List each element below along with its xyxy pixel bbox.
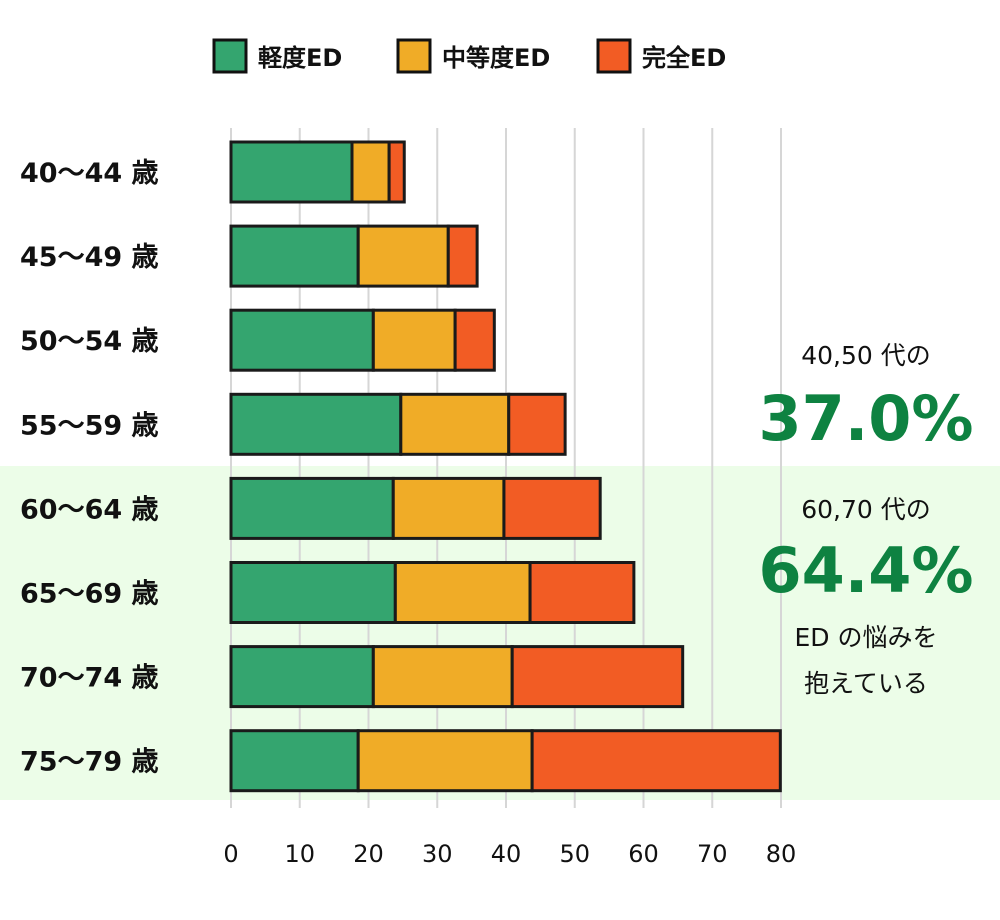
x-tick-label: 60	[628, 840, 659, 868]
x-tick-label: 30	[422, 840, 453, 868]
bar-segment-moderate	[391, 476, 506, 540]
bar-segment-mild	[229, 561, 397, 624]
bar-segment-moderate	[350, 140, 391, 204]
annotation-40-50-value: 37.0%	[758, 382, 973, 455]
category-label: 50〜54 歳	[20, 326, 159, 357]
bar-segment-complete	[507, 392, 567, 456]
bar-segment-moderate	[399, 392, 511, 456]
bar-segment-complete	[530, 729, 782, 793]
bar-segment-complete	[510, 645, 685, 709]
bar-segment-moderate	[356, 729, 534, 793]
bar-segment-mild	[229, 645, 375, 709]
category-label: 45〜49 歳	[20, 242, 159, 273]
x-tick-label: 50	[559, 840, 590, 868]
legend-swatch-complete	[596, 38, 632, 74]
x-tick-label: 80	[766, 840, 797, 868]
x-tick-label: 70	[697, 840, 728, 868]
annotation-note-line2: 抱えている	[804, 669, 928, 698]
bar-segment-moderate	[356, 224, 450, 288]
category-label: 55〜59 歳	[20, 410, 159, 441]
legend-label-moderate: 中等度ED	[442, 44, 550, 72]
category-label: 40〜44 歳	[20, 158, 159, 189]
bar-segment-complete	[387, 140, 406, 204]
legend-swatch-moderate	[396, 38, 432, 74]
bar-segment-mild	[229, 308, 375, 372]
annotation-40-50-label: 40,50 代の	[801, 341, 931, 370]
category-label: 60〜64 歳	[20, 494, 159, 525]
legend-swatch-mild	[212, 38, 248, 74]
x-tick-label: 10	[284, 840, 315, 868]
category-label: 70〜74 歳	[20, 663, 159, 694]
bar-segment-mild	[229, 224, 360, 288]
bar-segment-moderate	[371, 308, 457, 372]
category-label: 65〜69 歳	[20, 579, 159, 610]
annotation-60-70-value: 64.4%	[758, 534, 973, 607]
bar-segment-moderate	[393, 561, 532, 624]
bar-segment-complete	[446, 224, 479, 288]
bar-segment-mild	[229, 476, 395, 540]
legend-label-complete: 完全ED	[642, 44, 726, 72]
annotation-60-70-label: 60,70 代の	[801, 495, 931, 524]
bar-segment-moderate	[371, 645, 514, 709]
annotation-note-line1: ED の悩みを	[795, 623, 938, 652]
x-tick-label: 20	[353, 840, 384, 868]
bar-segment-complete	[453, 308, 496, 372]
legend-label-mild: 軽度ED	[258, 44, 342, 72]
x-tick-label: 40	[491, 840, 522, 868]
x-tick-label: 0	[223, 840, 238, 868]
bar-segment-mild	[229, 729, 360, 793]
category-label: 75〜79 歳	[20, 747, 159, 778]
bar-segment-mild	[229, 392, 403, 456]
bar-segment-mild	[229, 140, 354, 204]
bar-segment-complete	[502, 476, 602, 540]
bar-segment-complete	[528, 561, 636, 624]
